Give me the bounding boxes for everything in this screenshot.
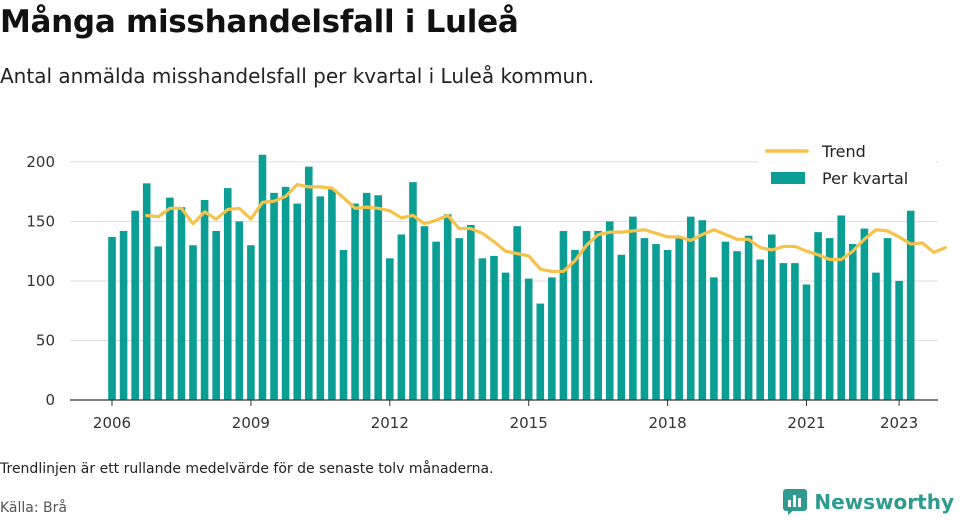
y-tick-label: 200 xyxy=(26,153,55,171)
bar xyxy=(640,238,649,400)
bar xyxy=(686,216,695,400)
legend-label-trend: Trend xyxy=(821,142,866,161)
bar xyxy=(328,189,336,400)
bar xyxy=(455,238,464,400)
bar xyxy=(478,258,487,400)
bar xyxy=(825,238,834,400)
y-tick-label: 150 xyxy=(26,212,55,230)
bar xyxy=(247,245,255,400)
bar xyxy=(339,250,348,400)
bar xyxy=(837,215,846,400)
bar xyxy=(304,166,313,400)
legend-swatch-bars xyxy=(771,172,805,184)
bar xyxy=(675,238,683,400)
trend-note: Trendlinjen är ett rullande medelvärde f… xyxy=(0,461,494,477)
x-tick-label: 2021 xyxy=(787,414,825,432)
x-tick-label: 2015 xyxy=(510,414,548,432)
bar xyxy=(374,195,383,400)
bar xyxy=(351,203,359,400)
x-tick-label: 2009 xyxy=(232,414,270,432)
bar xyxy=(316,196,325,400)
bar xyxy=(652,244,660,400)
bar xyxy=(663,250,672,400)
brand-logo: Newsworthy xyxy=(782,488,954,516)
x-tick-label: 2012 xyxy=(371,414,409,432)
bar xyxy=(397,234,406,400)
chart-area: 0 50 100 150 200 2006 2009 2012 2015 2018 2021 2023… xyxy=(26,140,948,432)
bar xyxy=(629,216,637,400)
bar xyxy=(200,200,209,400)
bar xyxy=(767,234,776,400)
brand-name: Newsworthy xyxy=(814,490,954,514)
bar xyxy=(860,228,869,400)
x-tick-label: 2018 xyxy=(649,414,687,432)
bar xyxy=(733,251,741,400)
bar xyxy=(582,230,591,400)
bar xyxy=(270,192,278,400)
newsworthy-icon xyxy=(783,489,808,515)
bar xyxy=(906,210,915,400)
bar xyxy=(142,183,151,400)
bar xyxy=(467,225,475,400)
bar xyxy=(524,278,533,400)
bar xyxy=(154,246,163,400)
source-label: Källa: Brå xyxy=(0,500,67,516)
bar xyxy=(119,230,128,400)
bar xyxy=(536,303,545,400)
legend-label-bars: Per kvartal xyxy=(822,169,908,188)
bar xyxy=(177,207,186,400)
bar xyxy=(594,230,602,400)
bar xyxy=(814,232,822,400)
bar xyxy=(212,230,220,400)
bar xyxy=(490,255,498,400)
bar xyxy=(443,214,452,400)
y-tick-label: 50 xyxy=(36,331,55,349)
bar xyxy=(258,154,267,400)
bar xyxy=(744,235,753,400)
bar xyxy=(605,221,614,400)
chart-title: Många misshandelsfall i Luleå xyxy=(0,4,519,40)
bar xyxy=(131,210,139,400)
bar xyxy=(108,236,116,400)
y-tick-label: 100 xyxy=(26,272,55,290)
bar xyxy=(281,186,290,400)
bar xyxy=(513,226,521,400)
y-tick-label: 0 xyxy=(45,391,55,409)
bar xyxy=(386,258,394,400)
bar xyxy=(189,245,197,400)
bar xyxy=(293,203,301,400)
bar xyxy=(883,238,892,400)
bar xyxy=(756,259,764,400)
bar xyxy=(710,277,718,400)
bar xyxy=(548,277,556,400)
bar xyxy=(432,241,440,400)
bar xyxy=(223,188,232,400)
bar xyxy=(235,221,244,400)
bar xyxy=(779,263,788,400)
bar xyxy=(420,226,429,400)
bar xyxy=(559,230,568,400)
bar xyxy=(409,182,417,400)
x-tick-label: 2023 xyxy=(880,414,918,432)
bar xyxy=(872,272,880,400)
bar xyxy=(849,244,857,400)
chart-subtitle: Antal anmälda misshandelsfall per kvarta… xyxy=(0,64,595,88)
bar xyxy=(362,192,371,400)
bar xyxy=(166,197,174,400)
bar xyxy=(617,254,626,400)
bar xyxy=(571,250,579,400)
bar xyxy=(802,284,811,400)
bar xyxy=(698,220,707,400)
trend-line xyxy=(145,182,948,274)
bar xyxy=(501,272,510,400)
x-tick-label: 2006 xyxy=(93,414,131,432)
bar xyxy=(791,263,799,400)
bar xyxy=(895,280,903,400)
bar xyxy=(721,241,730,400)
